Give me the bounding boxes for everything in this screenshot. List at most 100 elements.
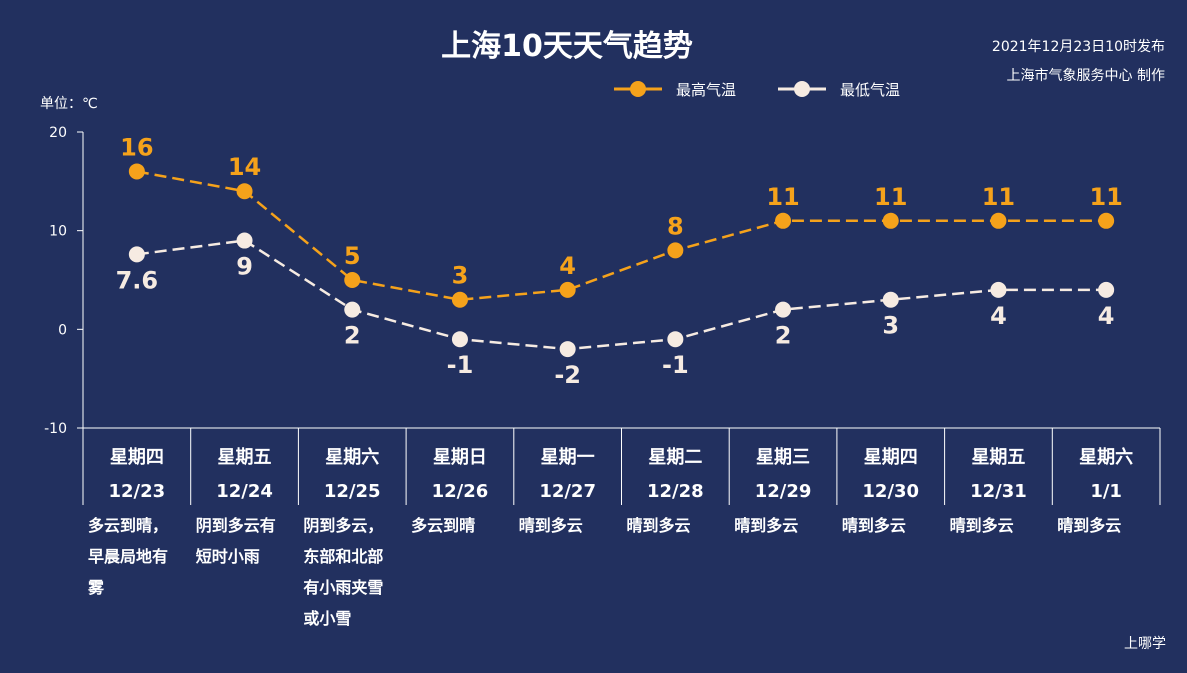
weather-description: 晴到多云 — [519, 516, 583, 535]
weekday-label: 星期六 — [1079, 446, 1133, 468]
chart-title: 上海10天天气趋势 — [441, 29, 693, 64]
date-label: 12/26 — [432, 481, 489, 502]
date-label: 12/28 — [647, 481, 704, 502]
low-temp-line — [136, 239, 1107, 351]
axes — [82, 132, 1161, 505]
low-temp-point — [882, 291, 899, 308]
y-axis-ticks: 20 10 0 -10 — [44, 125, 83, 437]
weather-description: 晴到多云 — [1057, 516, 1121, 535]
low-temp-label: 2 — [344, 322, 361, 350]
y-tick-label: -10 — [44, 421, 67, 437]
date-label: 12/30 — [862, 481, 919, 502]
legend: 最高气温 最低气温 — [614, 81, 900, 99]
high-temp-point — [667, 242, 684, 259]
weather-description: 阴到多云有 — [196, 516, 276, 535]
weather-description: 短时小雨 — [196, 547, 260, 566]
legend-item-high: 最高气温 — [614, 81, 736, 99]
legend-high-label: 最高气温 — [676, 81, 736, 99]
date-label: 12/29 — [755, 481, 812, 502]
low-temp-point — [236, 232, 253, 249]
credit-text: 上哪学 — [1124, 636, 1166, 652]
low-temp-point — [451, 331, 468, 348]
low-temp-point — [344, 301, 361, 318]
publisher: 上海市气象服务中心 制作 — [1007, 67, 1165, 84]
high-temp-point — [451, 291, 468, 308]
weather-description: 东部和北部 — [303, 547, 383, 566]
series-lines — [128, 163, 1115, 358]
weather-description: 早晨局地有 — [88, 547, 168, 566]
high-temp-point — [775, 212, 792, 229]
weekday-label: 星期一 — [541, 447, 595, 468]
weather-description: 晴到多云 — [950, 516, 1014, 535]
high-temp-line — [136, 170, 1107, 301]
low-temp-label: 4 — [990, 302, 1007, 330]
weather-description: 晴到多云 — [734, 516, 798, 535]
weather-description: 多云到晴 — [411, 516, 475, 535]
high-temp-point — [236, 183, 253, 200]
high-temp-point — [128, 163, 145, 180]
high-temp-label: 14 — [228, 153, 261, 181]
date-label: 12/25 — [324, 481, 381, 502]
low-temp-label: -1 — [447, 351, 474, 379]
high-temp-label: 11 — [874, 183, 907, 211]
weekday-label: 星期四 — [110, 447, 164, 468]
high-temp-label: 16 — [120, 133, 153, 161]
high-temp-label: 11 — [982, 183, 1015, 211]
weekday-label: 星期六 — [325, 446, 379, 468]
high-temp-point — [559, 281, 576, 298]
weekday-label: 星期四 — [864, 447, 918, 468]
weekday-label: 星期二 — [648, 447, 702, 468]
date-label: 12/31 — [970, 481, 1027, 502]
date-label: 1/1 — [1090, 481, 1122, 502]
low-temp-point — [990, 281, 1007, 298]
high-temp-point — [1098, 212, 1115, 229]
high-temp-label: 11 — [766, 183, 799, 211]
legend-high-marker — [630, 81, 646, 97]
high-temp-point — [990, 212, 1007, 229]
low-temp-point — [775, 301, 792, 318]
low-temp-point — [1098, 281, 1115, 298]
date-label: 12/27 — [539, 481, 596, 502]
legend-item-low: 最低气温 — [778, 81, 900, 99]
y-tick-label: 0 — [58, 322, 67, 338]
high-temp-label: 11 — [1089, 183, 1122, 211]
high-temp-label: 5 — [344, 242, 361, 270]
weather-description: 阴到多云， — [303, 516, 383, 535]
low-temp-point — [128, 246, 145, 263]
data-labels: 16 14 5 3 4 8 11 11 11 11 7.6 9 2 -1 -2 -1 2 3 4 4 — [116, 133, 1123, 389]
weekday-label: 星期五 — [971, 447, 1025, 468]
low-temp-label: 2 — [775, 322, 792, 350]
low-temp-label: -2 — [554, 361, 581, 389]
legend-low-label: 最低气温 — [840, 81, 900, 99]
weather-description: 或小雪 — [303, 609, 351, 628]
weekday-label: 星期日 — [433, 447, 487, 468]
y-tick-label: 10 — [49, 224, 67, 240]
high-temp-point — [344, 272, 361, 288]
high-temp-point — [882, 212, 899, 229]
low-temp-label: 7.6 — [116, 266, 159, 294]
weather-description: 多云到晴， — [88, 516, 168, 535]
low-temp-point — [559, 341, 576, 358]
date-label: 12/24 — [216, 481, 273, 502]
low-temp-label: -1 — [662, 351, 689, 379]
low-temp-label: 3 — [882, 312, 899, 340]
publish-time: 2021年12月23日10时发布 — [992, 39, 1165, 55]
high-temp-label: 4 — [559, 252, 576, 280]
weather-description: 晴到多云 — [627, 516, 691, 535]
high-temp-label: 3 — [452, 262, 469, 290]
weather-description: 雾 — [87, 578, 105, 597]
y-tick-label: 20 — [49, 125, 67, 141]
weather-description: 有小雨夹雪 — [303, 578, 383, 597]
legend-low-marker — [794, 81, 810, 97]
low-temp-label: 9 — [236, 253, 253, 281]
unit-label: 单位：℃ — [40, 96, 98, 112]
low-temp-point — [667, 331, 684, 348]
weather-description: 晴到多云 — [842, 516, 906, 535]
weekday-label: 星期三 — [756, 447, 810, 468]
high-temp-label: 8 — [667, 212, 684, 240]
low-temp-label: 4 — [1098, 302, 1115, 330]
date-label: 12/23 — [109, 481, 166, 502]
weekday-label: 星期五 — [218, 447, 272, 468]
